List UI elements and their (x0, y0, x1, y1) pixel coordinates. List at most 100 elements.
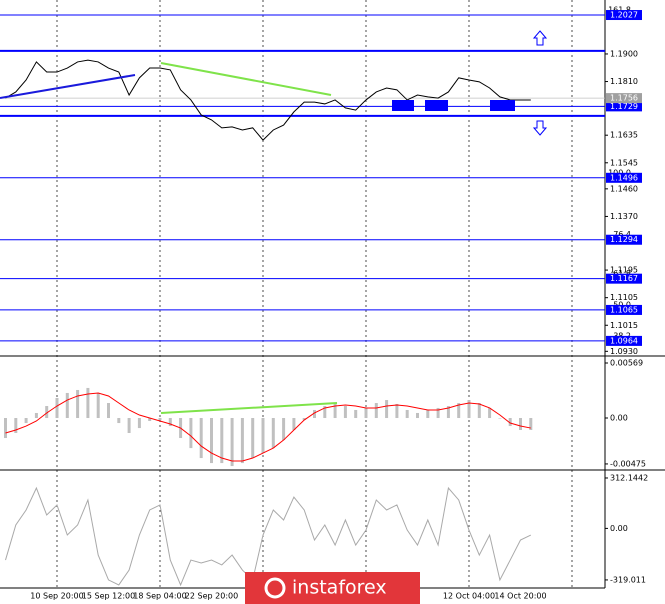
histogram-bar (354, 409, 358, 419)
histogram-bar (426, 409, 430, 419)
y-tick-label: -319.011 (610, 575, 646, 584)
watermark-icon (264, 577, 286, 599)
histogram-bar (395, 403, 399, 419)
histogram-bar (148, 418, 152, 422)
fib-price-box (606, 335, 642, 346)
fib-price: 1.2027 (610, 11, 638, 20)
histogram-bar (220, 418, 224, 464)
histogram-bar (446, 406, 450, 419)
watermark-text: instaforex (292, 577, 387, 599)
histogram-bar (498, 418, 502, 419)
histogram-bar (333, 403, 337, 419)
histogram-bar (323, 406, 327, 419)
histogram-bar (302, 418, 306, 421)
histogram-bar (261, 418, 265, 454)
fib-price-box (606, 234, 642, 245)
fib-price-box (606, 273, 642, 284)
divergence-line (160, 62, 332, 96)
y-tick-label: 1.1370 (610, 212, 638, 221)
histogram-bar (477, 403, 481, 419)
y-tick-label: 1.0930 (610, 347, 638, 356)
histogram-bar (4, 418, 7, 439)
histogram-bar (117, 418, 121, 424)
fib-price-box (606, 101, 642, 112)
histogram-bar (199, 418, 203, 459)
y-tick-label: 1.1810 (610, 77, 638, 86)
histogram-bar (282, 418, 286, 441)
y-tick-label: 312.1442 (610, 473, 648, 482)
histogram-bar (45, 406, 49, 419)
trend-line (0, 74, 136, 99)
histogram-bar (457, 403, 461, 419)
x-tick-label: 15 Sep 12:00 (82, 592, 135, 601)
y-tick-label: 1.1105 (610, 293, 638, 302)
histogram-bar (107, 403, 110, 419)
y-tick-label: 1.1635 (610, 131, 638, 140)
histogram-bar (86, 387, 90, 419)
histogram-bar (96, 392, 100, 419)
histogram-bar (364, 407, 368, 419)
x-tick-label: 22 Sep 20:00 (185, 592, 238, 601)
histogram-bar (467, 400, 471, 419)
annotations (0, 30, 548, 414)
y-tick-label: 0.00 (610, 414, 628, 423)
x-tick-label: 10 Sep 20:00 (30, 592, 83, 601)
histogram-bar (519, 418, 522, 431)
fib-price-box (606, 304, 642, 315)
y-tick-label: 1.1545 (610, 158, 638, 167)
y-tick-label: -0.00475 (610, 459, 646, 468)
fib-price-box (606, 172, 642, 183)
histogram-bar (158, 418, 162, 421)
histogram-bar (137, 418, 141, 429)
arrow-up (532, 30, 548, 46)
support-box (392, 100, 414, 111)
histogram-bar (76, 389, 80, 419)
histogram-bar (127, 418, 131, 433)
histogram-bar (55, 397, 59, 419)
frame (0, 0, 665, 589)
histogram-bar (405, 409, 409, 419)
histogram-bar (313, 409, 316, 419)
histogram-bar (240, 418, 244, 464)
current-price: 1.1756 (610, 94, 638, 103)
support-box (490, 100, 515, 111)
fib-price: 1.1294 (610, 235, 638, 244)
y-tick-label: 1.1195 (610, 266, 638, 275)
series-line (5, 486, 532, 587)
fib-price: 1.1496 (610, 173, 638, 182)
histogram-bar (508, 418, 512, 427)
fib-price: 1.0964 (610, 336, 638, 345)
histogram-bar (14, 418, 18, 433)
histogram-bar (251, 418, 255, 459)
histogram-bar (210, 418, 213, 464)
series-line (5, 59, 531, 141)
divergence-line (160, 402, 338, 414)
fib-price: 1.1167 (610, 274, 638, 283)
histogram-bar (416, 412, 419, 419)
y-tick-label: 1.1460 (610, 184, 638, 193)
histogram-bar (168, 418, 172, 427)
support-box (425, 100, 448, 111)
histogram-bar (488, 407, 492, 419)
histogram-bar (230, 418, 234, 467)
y-tick-label: 0.00569 (610, 358, 643, 367)
series-line (5, 392, 531, 462)
histogram-bar (271, 418, 275, 449)
watermark-bg (245, 572, 420, 604)
histogram-bar (385, 400, 389, 419)
y-tick-label: 1.1900 (610, 49, 638, 58)
histogram-bar (24, 418, 28, 424)
arrow-down (532, 120, 548, 136)
x-tick-label: 14 Oct 20:00 (494, 592, 546, 601)
watermark: instaforex (245, 572, 420, 604)
x-tick-label: 18 Sep 04:00 (133, 592, 186, 601)
x-tick-label: 12 Oct 04:00 (443, 592, 495, 601)
histogram-bar (65, 392, 69, 419)
histogram-bar (529, 418, 533, 431)
fib-price: 1.1729 (610, 102, 638, 111)
histogram-bar (436, 407, 440, 419)
fib-price-box (606, 10, 642, 21)
current-price-box (606, 93, 642, 104)
